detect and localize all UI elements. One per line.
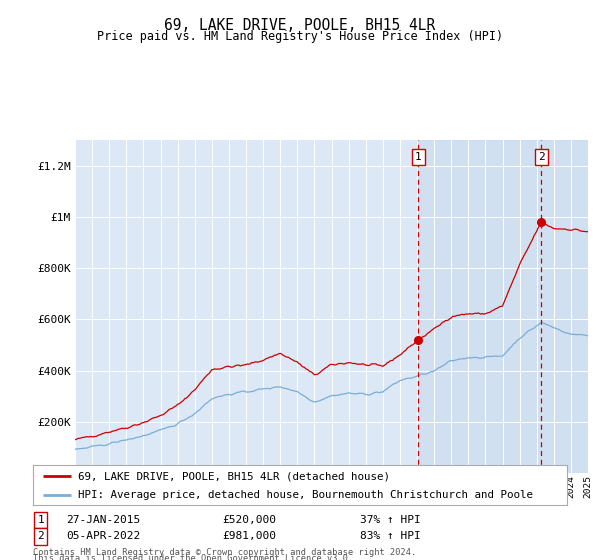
Text: 37% ↑ HPI: 37% ↑ HPI [360,515,421,525]
Text: £981,000: £981,000 [222,531,276,542]
Text: Contains HM Land Registry data © Crown copyright and database right 2024.: Contains HM Land Registry data © Crown c… [33,548,416,557]
Text: 69, LAKE DRIVE, POOLE, BH15 4LR (detached house): 69, LAKE DRIVE, POOLE, BH15 4LR (detache… [79,471,391,481]
Text: This data is licensed under the Open Government Licence v3.0.: This data is licensed under the Open Gov… [33,554,353,560]
Text: 27-JAN-2015: 27-JAN-2015 [66,515,140,525]
Text: £520,000: £520,000 [222,515,276,525]
Text: HPI: Average price, detached house, Bournemouth Christchurch and Poole: HPI: Average price, detached house, Bour… [79,490,533,500]
Text: 05-APR-2022: 05-APR-2022 [66,531,140,542]
Text: 83% ↑ HPI: 83% ↑ HPI [360,531,421,542]
Text: 69, LAKE DRIVE, POOLE, BH15 4LR: 69, LAKE DRIVE, POOLE, BH15 4LR [164,18,436,33]
Text: 2: 2 [37,531,44,542]
Text: 1: 1 [37,515,44,525]
Bar [418,140,588,473]
Text: 1: 1 [415,152,422,162]
Text: Price paid vs. HM Land Registry's House Price Index (HPI): Price paid vs. HM Land Registry's House … [97,30,503,43]
Text: 2: 2 [538,152,545,162]
